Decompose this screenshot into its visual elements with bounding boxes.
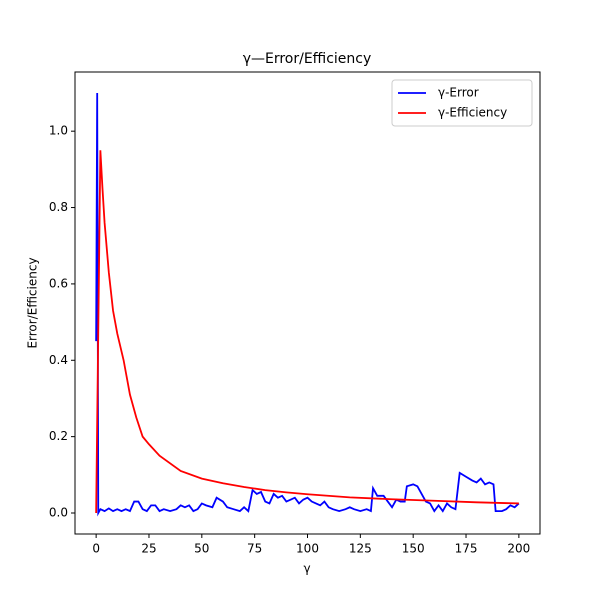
x-tick-label: 0 [92,542,100,556]
chart-title: γ—Error/Efficiency [243,51,372,67]
x-tick-label: 75 [247,542,262,556]
y-tick-label: 0.6 [49,276,68,290]
y-tick-label: 1.0 [49,124,68,138]
x-tick-label: 175 [455,542,478,556]
x-tick-label: 100 [296,542,319,556]
x-tick-label: 200 [507,542,530,556]
series-line [95,150,519,514]
x-tick-label: 125 [349,542,372,556]
x-axis-label: γ [303,562,310,576]
y-axis-label: Error/Efficiency [26,257,40,348]
plot-frame [74,71,541,535]
legend-box [391,79,533,127]
x-tick-label: 25 [141,542,156,556]
x-tick-label: 50 [194,542,209,556]
x-tick-label: 150 [402,542,425,556]
y-tick-label: 0.8 [49,200,68,214]
legend-label: γ-Efficiency [438,106,507,120]
series-line [95,92,520,517]
y-tick-label: 0.2 [49,429,68,443]
legend-label: γ-Error [438,86,479,100]
y-tick-label: 0.0 [49,506,68,520]
y-tick-label: 0.4 [49,353,68,367]
